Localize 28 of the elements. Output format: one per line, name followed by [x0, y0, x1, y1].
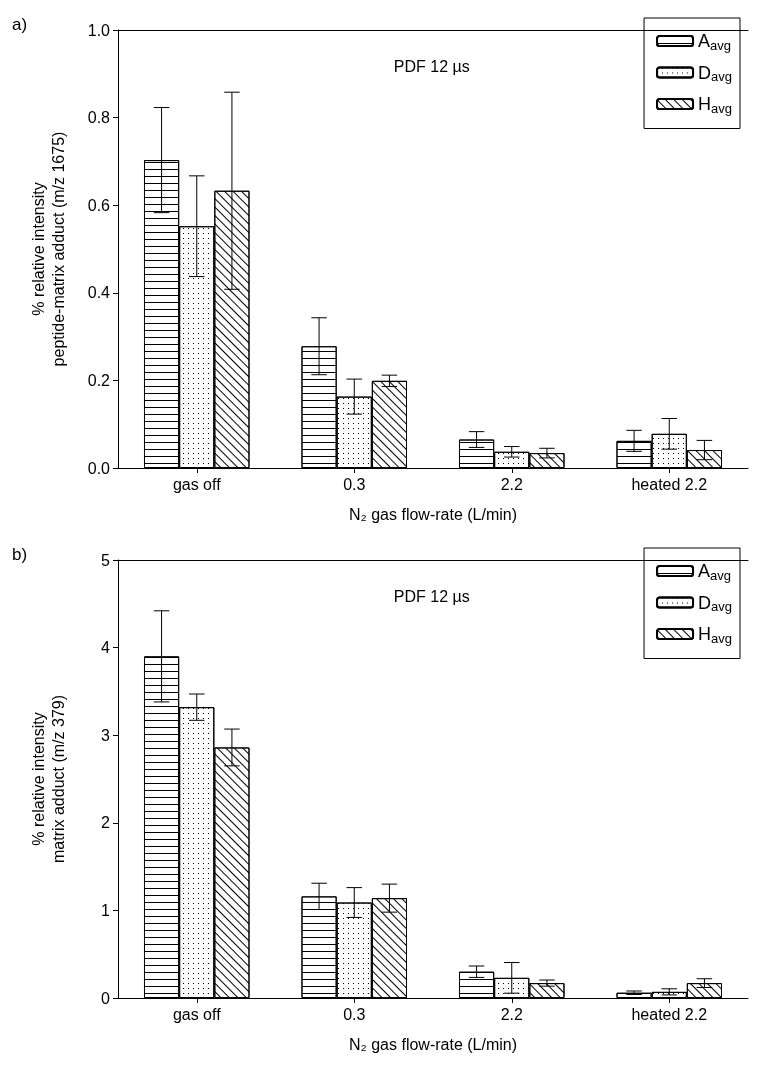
y-tick-label: 0.6 — [87, 196, 111, 214]
y-tick-label: 1 — [101, 901, 111, 919]
y-tick-label: 1.0 — [87, 21, 111, 39]
x-tick-label: gas off — [172, 1005, 222, 1023]
y-tick-label: 0.0 — [87, 459, 111, 477]
annotation: PDF 12 µs — [393, 587, 470, 605]
y-tick-label: 2 — [101, 814, 111, 832]
y-axis-title: % relative intensity peptide-matrix adduct (m/z 1675) — [29, 131, 67, 367]
y-tick-label: 0 — [101, 989, 111, 1007]
y-tick-label: 5 — [101, 551, 111, 569]
y-tick-label: 0.2 — [87, 371, 111, 389]
x-axis-title: N₂ gas flow-rate (L/min) — [348, 1035, 518, 1053]
x-tick-label: 0.3 — [343, 1005, 366, 1023]
annotation: PDF 12 µs — [393, 57, 470, 75]
x-tick-label: heated 2.2 — [631, 1005, 708, 1023]
text: a) — [12, 15, 28, 34]
x-tick-label: gas off — [172, 475, 222, 493]
text: b) — [12, 545, 28, 564]
y-axis-title: % relative intensity matrix adduct (m/z 379) — [29, 694, 67, 864]
y-tick-label: 0.4 — [87, 284, 111, 302]
x-tick-label: 2.2 — [500, 1005, 523, 1023]
x-tick-label: 0.3 — [343, 475, 366, 493]
x-axis-title: N₂ gas flow-rate (L/min) — [348, 505, 518, 523]
y-tick-label: 3 — [101, 726, 111, 744]
x-tick-label: 2.2 — [500, 475, 523, 493]
y-tick-label: 4 — [101, 639, 111, 657]
y-tick-label: 0.8 — [87, 109, 111, 127]
x-tick-label: heated 2.2 — [631, 475, 708, 493]
